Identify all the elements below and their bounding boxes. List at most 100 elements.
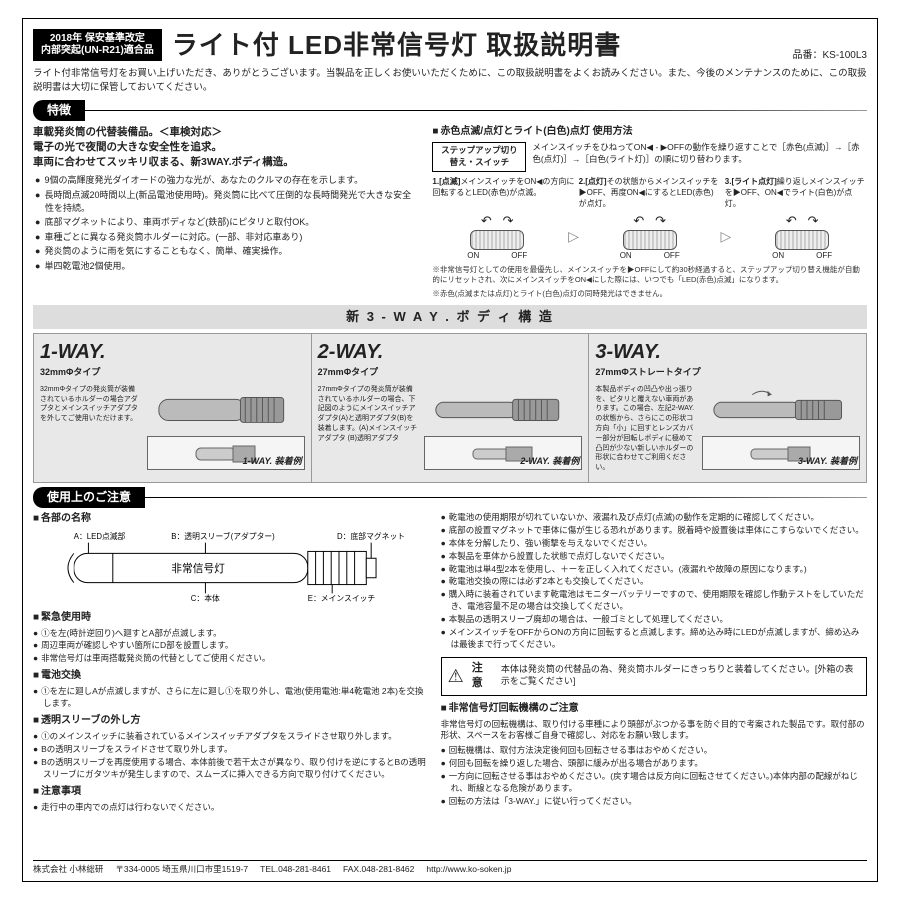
way-inset: 2-WAY. 装着例	[424, 436, 582, 470]
feature-item: 発炎筒のように雨を気にすることもなく、簡単、確実操作。	[35, 245, 418, 258]
parts-diagram: A：LED点滅部 B：透明スリーブ(アダプター) D：底部マグネット 非常信号灯…	[33, 529, 427, 607]
device-icon	[702, 385, 860, 433]
list-item: 乾電池は単4型2本を使用し、＋ーを正しく入れてください。(液漏れや故障の原因にな…	[441, 564, 867, 576]
list-item: 乾電池交換の際には必ず2本とも交換してください。	[441, 576, 867, 588]
list-item: ①を左(時計逆回り)へ廻すとA部が点滅します。	[33, 628, 427, 640]
way-text: 本製品ボディの凹凸や出っ張りを、ピタリと覆えない車両があります。この場合、左記2…	[595, 385, 696, 473]
way-title: 1-WAY.	[40, 338, 305, 366]
rotate-icon: ↶ ↷	[633, 212, 666, 230]
intro-text: ライト付非常信号灯をお買い上げいただき、ありがとうございます。当製品を正しくお使…	[33, 67, 867, 94]
list-item: 周辺車両が確認しやすい箇所にD部を設置します。	[33, 640, 427, 652]
rotate-icon: ↶ ↷	[786, 212, 819, 230]
switch-icon	[623, 230, 677, 250]
features-columns: 車載発炎筒の代替装備品。＜車検対応＞ 電子の光で夜間の大きな安全性を追求。 車両…	[33, 125, 867, 299]
features-left: 車載発炎筒の代替装備品。＜車検対応＞ 電子の光で夜間の大きな安全性を追求。 車両…	[33, 125, 418, 299]
manual-page: 2018年 保安基準改定 内部突起(UN-R21)適合品 ライト付 LED非常信…	[22, 18, 878, 882]
caution-list: 走行中の車内での点灯は行わないでください。	[33, 802, 427, 814]
section-usage: 使用上のご注意	[33, 487, 867, 508]
usage-right: 乾電池の使用期限が切れていないか、液漏れ及び点灯(点滅)の動作を定期的に確認して…	[441, 512, 867, 815]
emergency-header: 緊急使用時	[33, 611, 427, 625]
stepup-label: ステップアップ切り替え・スイッチ	[432, 142, 526, 172]
header-row: 2018年 保安基準改定 内部突起(UN-R21)適合品 ライト付 LED非常信…	[33, 27, 867, 63]
list-item: メインスイッチをOFFからONの方向に回転すると点滅します。締め込み時にLEDが…	[441, 627, 867, 651]
list-item: 本製品の透明スリーブ廃却の場合は、一般ゴミとして処理してください。	[441, 614, 867, 626]
way-sub: 32mmΦタイプ	[40, 366, 305, 379]
switch-instructions: 赤色点滅/点灯とライト(白色)点灯 使用方法 ステップアップ切り替え・スイッチ …	[432, 125, 867, 299]
list-item: Bの透明スリーブを再度使用する場合、本体前後で若干太さが異なり、取り付けを逆にす…	[33, 757, 427, 781]
compliance-line1: 2018年 保安基準改定	[41, 33, 154, 45]
way-inset: 3-WAY. 装着例	[702, 436, 860, 470]
device-icon	[147, 385, 305, 433]
list-item: 購入時に装着されています乾電池はモニターバッテリーですので、使用期限を確認し作動…	[441, 589, 867, 613]
parts-label-c: C：本体	[191, 593, 220, 603]
list-item: 非常信号灯は車両搭載発炎筒の代替としてご使用ください。	[33, 653, 427, 665]
caution-header: 注意事項	[33, 785, 427, 799]
divider	[85, 110, 867, 111]
arrow-icon: ▷	[721, 227, 732, 247]
footer-tel: TEL.048-281-8461	[260, 864, 331, 876]
switch-icon	[775, 230, 829, 250]
sleeve-header: 透明スリーブの外し方	[33, 714, 427, 728]
way-1: 1-WAY. 32mmΦタイプ 32mmΦタイプの発炎筒が装備されているホルダー…	[33, 333, 312, 483]
way-2: 2-WAY. 27mmΦタイプ 27mmΦタイプの発炎筒が装備されているホルダー…	[312, 333, 590, 483]
battery-header: 電池交換	[33, 669, 427, 683]
battery-list: ①を左に廻しAが点滅しますが、さらに左に廻し①を取り外し、電池(使用電池:単4乾…	[33, 686, 427, 710]
sleeve-list: ①のメインスイッチに装着されているメインスイッチアダプタをスライドさせ取り外しま…	[33, 731, 427, 781]
way-title: 2-WAY.	[318, 338, 583, 366]
feature-item: 長時間点滅20時間以上(新品電池使用時)。発炎筒に比べて圧倒的な長時間発光で大き…	[35, 189, 418, 214]
features-list: 9個の高輝度発光ダイオードの強力な光が、あなたのクルマの存在を示します。 長時間…	[33, 174, 418, 272]
feature-item: 単四乾電池2個使用。	[35, 260, 418, 273]
features-lead: 車載発炎筒の代替装備品。＜車検対応＞ 電子の光で夜間の大きな安全性を追求。 車両…	[33, 125, 418, 171]
arrow-icon: ▷	[568, 227, 579, 247]
footer: 株式会社 小林総研 〒334-0005 埼玉県川口市里1519-7 TEL.04…	[33, 860, 867, 876]
parts-label-a: A：LED点滅部	[74, 531, 126, 541]
way-text: 32mmΦタイプの発炎筒が装備されているホルダーの場合アダプタとメインスイッチア…	[40, 385, 141, 424]
compliance-line2: 内部突起(UN-R21)適合品	[41, 45, 154, 57]
rotate-icon: ↶ ↷	[481, 212, 514, 230]
switch-note: ※非常信号灯としての使用を最優先し、メインスイッチを▶OFFにして約30秒経過す…	[432, 265, 867, 286]
way-sub: 27mmΦタイプ	[318, 366, 583, 379]
list-item: 走行中の車内での点灯は行わないでください。	[33, 802, 427, 814]
parts-header: 各部の名称	[33, 512, 427, 526]
rotation-header: 非常信号灯回転機構のご注意	[441, 702, 867, 716]
way-title: 3-WAY.	[595, 338, 860, 366]
device-icon	[424, 385, 582, 433]
list-item: 回転の方法は「3-WAY.」に従い行ってください。	[441, 796, 867, 808]
feature-item: 車種ごとに異なる発炎筒ホルダーに対応。(一部、非対応車あり)	[35, 231, 418, 244]
right-notes-list: 乾電池の使用期限が切れていないか、液漏れ及び点灯(点滅)の動作を定期的に確認して…	[441, 512, 867, 651]
list-item: 回転機構は、取付方法決定後何回も回転させる事はおやめください。	[441, 745, 867, 757]
section-features-label: 特徴	[33, 100, 85, 121]
list-item: ①のメインスイッチに装着されているメインスイッチアダプタをスライドさせ取り外しま…	[33, 731, 427, 743]
step-1: 1.[点滅]メインスイッチをON◀の方向に回転するとLED(赤色)が点滅。	[432, 176, 574, 210]
part-number: 品番：KS-100L3	[793, 49, 867, 63]
way-3: 3-WAY. 27mmΦストレートタイプ 本製品ボディの凹凸や出っ張りを、ピタリ…	[589, 333, 867, 483]
rotation-list: 回転機構は、取付方法決定後何回も回転させる事はおやめください。 何回も回転を繰り…	[441, 745, 867, 807]
footer-address: 〒334-0005 埼玉県川口市里1519-7	[115, 864, 248, 876]
usage-left: 各部の名称 A：LED点滅部 B：透明スリーブ(アダプター) D：底部マグネット…	[33, 512, 427, 815]
parts-label-d: D：底部マグネット	[337, 531, 405, 541]
step-3: 3.[ライト点灯]繰り返しメインスイッチを▶OFF、ON◀でライト(白色)が点灯…	[725, 176, 867, 210]
list-item: 本製品を車体から設置した状態で点灯しないでください。	[441, 551, 867, 563]
switch-icon	[470, 230, 524, 250]
list-item: 底部の設置マグネットで車体に傷が生じる恐れがあります。脱着時や設置後は車体にこす…	[441, 525, 867, 537]
warning-box: ⚠ 注 意 本体は発炎筒の代替品の為、発炎筒ホルダーにきっちりと装着してください…	[441, 657, 867, 696]
emergency-list: ①を左(時計逆回り)へ廻すとA部が点滅します。 周辺車両が確認しやすい箇所にD部…	[33, 628, 427, 666]
usage-columns: 各部の名称 A：LED点滅部 B：透明スリーブ(アダプター) D：底部マグネット…	[33, 512, 867, 815]
stepup-text: メインスイッチをひねってON◀ - ▶OFFの動作を繰り返すことで［赤色(点滅)…	[532, 142, 867, 172]
switch-diag-3: ↶ ↷ ONOFF	[737, 212, 867, 261]
list-item: 本体を分解したり、強い衝撃を与えないでください。	[441, 538, 867, 550]
switch-note: ※赤色(点滅または点灯)とライト(白色)点灯の同時発光はできません。	[432, 289, 867, 300]
footer-company: 株式会社 小林総研	[33, 864, 103, 876]
parts-label-e: E：メインスイッチ	[308, 594, 376, 603]
page-title: ライト付 LED非常信号灯 取扱説明書	[172, 27, 783, 63]
way-illustration: 1-WAY. 装着例	[147, 385, 305, 470]
parts-body-text: 非常信号灯	[171, 562, 225, 575]
compliance-badge: 2018年 保安基準改定 内部突起(UN-R21)適合品	[33, 29, 162, 61]
footer-fax: FAX.048-281-8462	[343, 864, 414, 876]
feature-item: 底部マグネットにより、車両ボディなど(鉄部)にピタリと取付OK。	[35, 216, 418, 229]
way-illustration: 2-WAY. 装着例	[424, 385, 582, 470]
stepup-row: ステップアップ切り替え・スイッチ メインスイッチをひねってON◀ - ▶OFFの…	[432, 142, 867, 172]
list-item: Bの透明スリーブをスライドさせて取り外します。	[33, 744, 427, 756]
switch-header: 赤色点滅/点灯とライト(白色)点灯 使用方法	[432, 125, 867, 139]
footer-url: http://www.ko-soken.jp	[426, 864, 511, 876]
